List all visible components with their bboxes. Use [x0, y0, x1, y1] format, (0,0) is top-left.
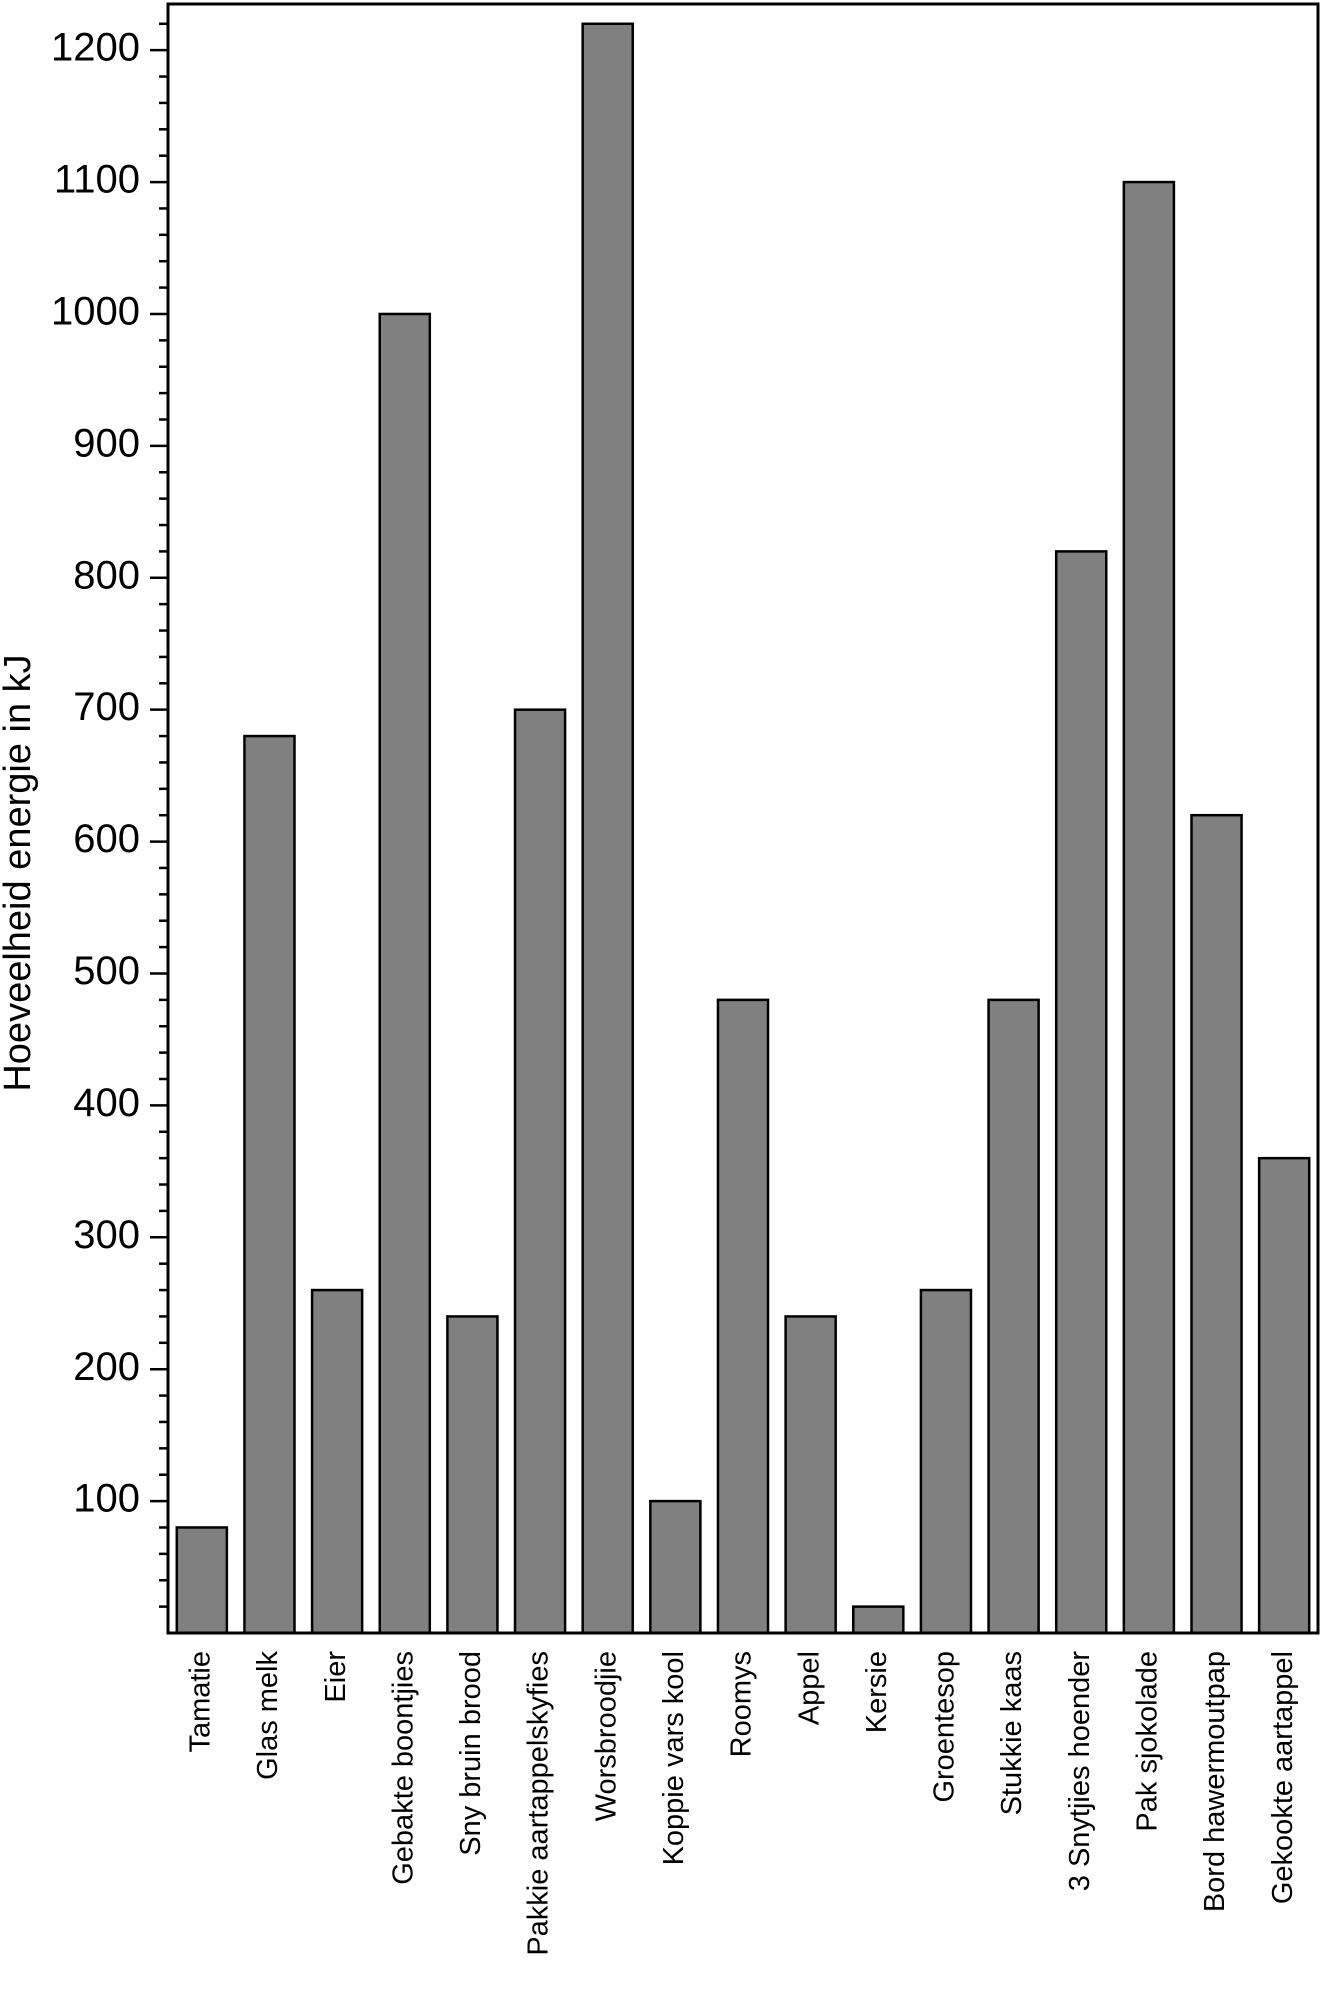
bar [919, 1288, 973, 1635]
x-tick-label: 3 Snytjies hoender [1064, 1651, 1096, 1892]
y-tick-label: 600 [73, 817, 140, 861]
y-tick-label: 900 [73, 421, 140, 465]
bar [513, 708, 567, 1635]
x-tick-label: Koppie vars kool [658, 1651, 690, 1865]
y-tick-label: 1200 [51, 26, 140, 70]
y-tick-label: 300 [73, 1213, 140, 1257]
x-tick-label: Bord hawermoutpap [1199, 1651, 1231, 1912]
bar [175, 1526, 229, 1635]
bar [1122, 180, 1176, 1635]
plot-frame [166, 2, 1320, 1635]
bar [649, 1499, 702, 1635]
x-tick-label: Glas melk [252, 1651, 284, 1780]
x-tick-label: Pakkie aartappelskyfies [523, 1651, 555, 1956]
y-axis-label: Hoeveelheid energie in kJ [0, 654, 39, 1091]
y-tick-label: 700 [73, 685, 140, 729]
x-tick-label: Kersie [861, 1651, 893, 1733]
x-tick-label: Appel [793, 1651, 825, 1725]
bar [446, 1315, 499, 1635]
bar [1190, 813, 1243, 1635]
x-tick-label: Sny bruin brood [455, 1651, 487, 1856]
bar [852, 1605, 905, 1635]
y-tick-label: 200 [73, 1345, 140, 1389]
x-tick-label: Worsbroodjie [590, 1651, 622, 1821]
y-tick-label: 400 [73, 1081, 140, 1125]
x-tick-label: Groentesop [929, 1651, 961, 1803]
bar [1257, 1156, 1311, 1635]
bar [784, 1315, 837, 1635]
x-tick-label: Eier [320, 1651, 352, 1703]
y-tick-label: 100 [73, 1477, 140, 1521]
bar [378, 312, 432, 1635]
bar [310, 1288, 364, 1635]
y-tick-label: 500 [73, 949, 140, 993]
bar [716, 998, 770, 1635]
bar [987, 998, 1040, 1635]
x-tick-label: Stukkie kaas [996, 1651, 1028, 1815]
x-tick-label: Roomys [726, 1651, 758, 1757]
x-tick-label: Tamatie [184, 1651, 216, 1753]
bar [1054, 550, 1108, 1635]
y-tick-label: 1000 [51, 290, 140, 334]
bar [243, 734, 296, 1635]
x-tick-label: Pak sjokolade [1132, 1651, 1164, 1832]
y-tick-label: 800 [73, 553, 140, 597]
x-tick-label: Gekookte aartappel [1267, 1651, 1299, 1904]
bar [581, 22, 634, 1635]
x-tick-label: Gebakte boontjies [387, 1651, 419, 1885]
y-tick-label: 1100 [54, 158, 140, 202]
